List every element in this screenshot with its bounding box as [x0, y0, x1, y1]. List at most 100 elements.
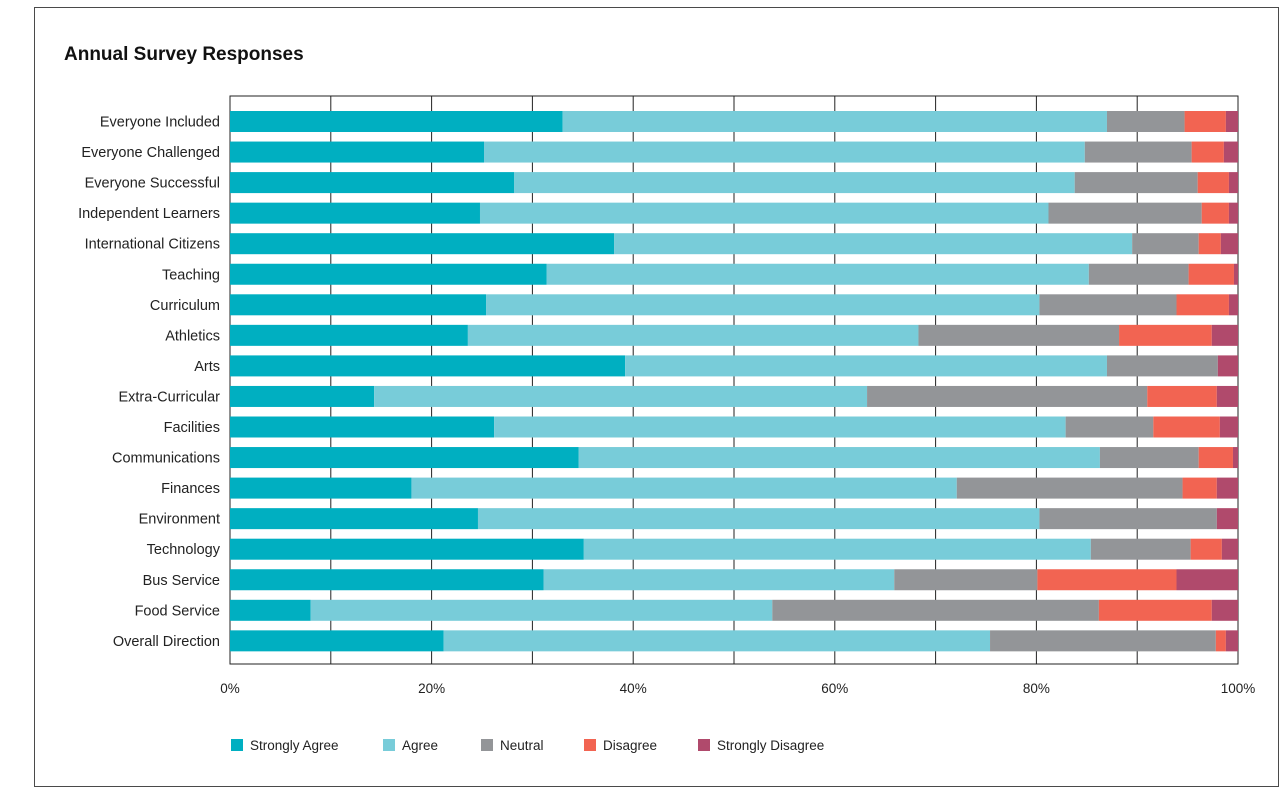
bar-neutral — [1106, 355, 1218, 377]
bar-agree — [443, 630, 991, 652]
bar-agree — [374, 385, 868, 407]
bar-neutral — [1099, 447, 1199, 469]
bar-agree — [411, 477, 957, 499]
bar-strongly-disagree — [1217, 355, 1238, 377]
bar-disagree — [1215, 630, 1226, 652]
bar-agree — [546, 263, 1089, 285]
bar-agree — [625, 355, 1107, 377]
bar-disagree — [1176, 294, 1229, 316]
category-label: Extra-Curricular — [118, 389, 220, 405]
bar-strongly-disagree — [1228, 202, 1238, 224]
bar-strongly-agree — [230, 233, 615, 255]
category-label: International Citizens — [85, 237, 220, 253]
legend-swatch — [231, 739, 243, 751]
bar-strongly-agree — [230, 324, 468, 346]
bar-disagree — [1190, 538, 1222, 560]
bar-agree — [578, 447, 1100, 469]
category-label: Independent Learners — [78, 206, 220, 222]
bar-strongly-agree — [230, 599, 311, 621]
bar-disagree — [1188, 263, 1234, 285]
bar-strongly-disagree — [1211, 324, 1238, 346]
bar-neutral — [894, 569, 1038, 591]
bar-strongly-agree — [230, 172, 515, 194]
bar-neutral — [1090, 538, 1191, 560]
x-tick-label: 80% — [1023, 681, 1050, 696]
bar-neutral — [1039, 294, 1177, 316]
category-label: Everyone Successful — [85, 176, 220, 192]
x-tick-label: 100% — [1221, 681, 1256, 696]
chart-title: Annual Survey Responses — [64, 44, 304, 65]
category-label: Technology — [147, 542, 221, 558]
bar-strongly-agree — [230, 385, 375, 407]
bar-strongly-agree — [230, 477, 412, 499]
bar-neutral — [956, 477, 1183, 499]
legend: Strongly Agree Agree Neutral Disagree Strong… — [231, 738, 824, 753]
category-label: Communications — [112, 451, 220, 467]
bars — [230, 111, 1238, 652]
bar-strongly-agree — [230, 355, 626, 377]
bar-agree — [484, 141, 1085, 163]
category-label: Everyone Challenged — [81, 145, 220, 161]
category-label: Facilities — [164, 420, 220, 436]
bar-agree — [467, 324, 919, 346]
category-label: Bus Service — [143, 573, 220, 589]
bar-neutral — [772, 599, 1099, 621]
bar-strongly-disagree — [1220, 233, 1238, 255]
bar-agree — [486, 294, 1040, 316]
bar-strongly-agree — [230, 538, 584, 560]
bar-strongly-disagree — [1216, 385, 1238, 407]
bar-neutral — [918, 324, 1120, 346]
category-label: Athletics — [165, 328, 220, 344]
x-tick-label: 60% — [821, 681, 848, 696]
bar-neutral — [1106, 111, 1185, 132]
bar-strongly-disagree — [1233, 263, 1238, 285]
bar-disagree — [1198, 233, 1221, 255]
legend-label: Neutral — [500, 738, 544, 753]
bar-strongly-disagree — [1225, 630, 1238, 652]
bar-agree — [494, 416, 1066, 438]
bar-disagree — [1197, 172, 1229, 194]
bar-agree — [310, 599, 773, 621]
x-tick-label: 20% — [418, 681, 445, 696]
category-label: Everyone Included — [100, 115, 220, 131]
bar-strongly-disagree — [1228, 172, 1238, 194]
bar-disagree — [1201, 202, 1229, 224]
bar-strongly-disagree — [1225, 111, 1238, 132]
bar-agree — [479, 202, 1049, 224]
legend-swatch — [383, 739, 395, 751]
bar-disagree — [1147, 385, 1217, 407]
bar-disagree — [1198, 447, 1233, 469]
x-tick-label: 40% — [620, 681, 647, 696]
bar-disagree — [1182, 477, 1217, 499]
category-label: Curriculum — [150, 298, 220, 314]
bar-disagree — [1037, 569, 1177, 591]
bar-strongly-agree — [230, 263, 547, 285]
legend-swatch — [481, 739, 493, 751]
bar-agree — [514, 172, 1075, 194]
legend-label: Disagree — [603, 738, 657, 753]
bar-strongly-disagree — [1223, 141, 1238, 163]
bar-strongly-disagree — [1219, 416, 1238, 438]
bar-strongly-agree — [230, 569, 544, 591]
bar-strongly-agree — [230, 447, 579, 469]
bar-strongly-agree — [230, 508, 478, 530]
bar-agree — [562, 111, 1107, 132]
x-tick-labels: 0% 20% 40% 60% 80% 100% — [220, 681, 1255, 696]
bar-strongly-agree — [230, 416, 495, 438]
bar-neutral — [867, 385, 1148, 407]
bar-strongly-disagree — [1176, 569, 1238, 591]
bar-neutral — [1084, 141, 1192, 163]
bar-strongly-disagree — [1232, 447, 1238, 469]
bar-agree — [583, 538, 1091, 560]
bar-agree — [543, 569, 895, 591]
category-label: Teaching — [162, 267, 220, 283]
bar-neutral — [1065, 416, 1154, 438]
bar-strongly-agree — [230, 141, 485, 163]
bar-strongly-disagree — [1228, 294, 1238, 316]
bar-neutral — [1088, 263, 1189, 285]
category-label: Environment — [139, 512, 220, 528]
bar-strongly-disagree — [1216, 477, 1238, 499]
bar-agree — [614, 233, 1133, 255]
bar-neutral — [1048, 202, 1202, 224]
